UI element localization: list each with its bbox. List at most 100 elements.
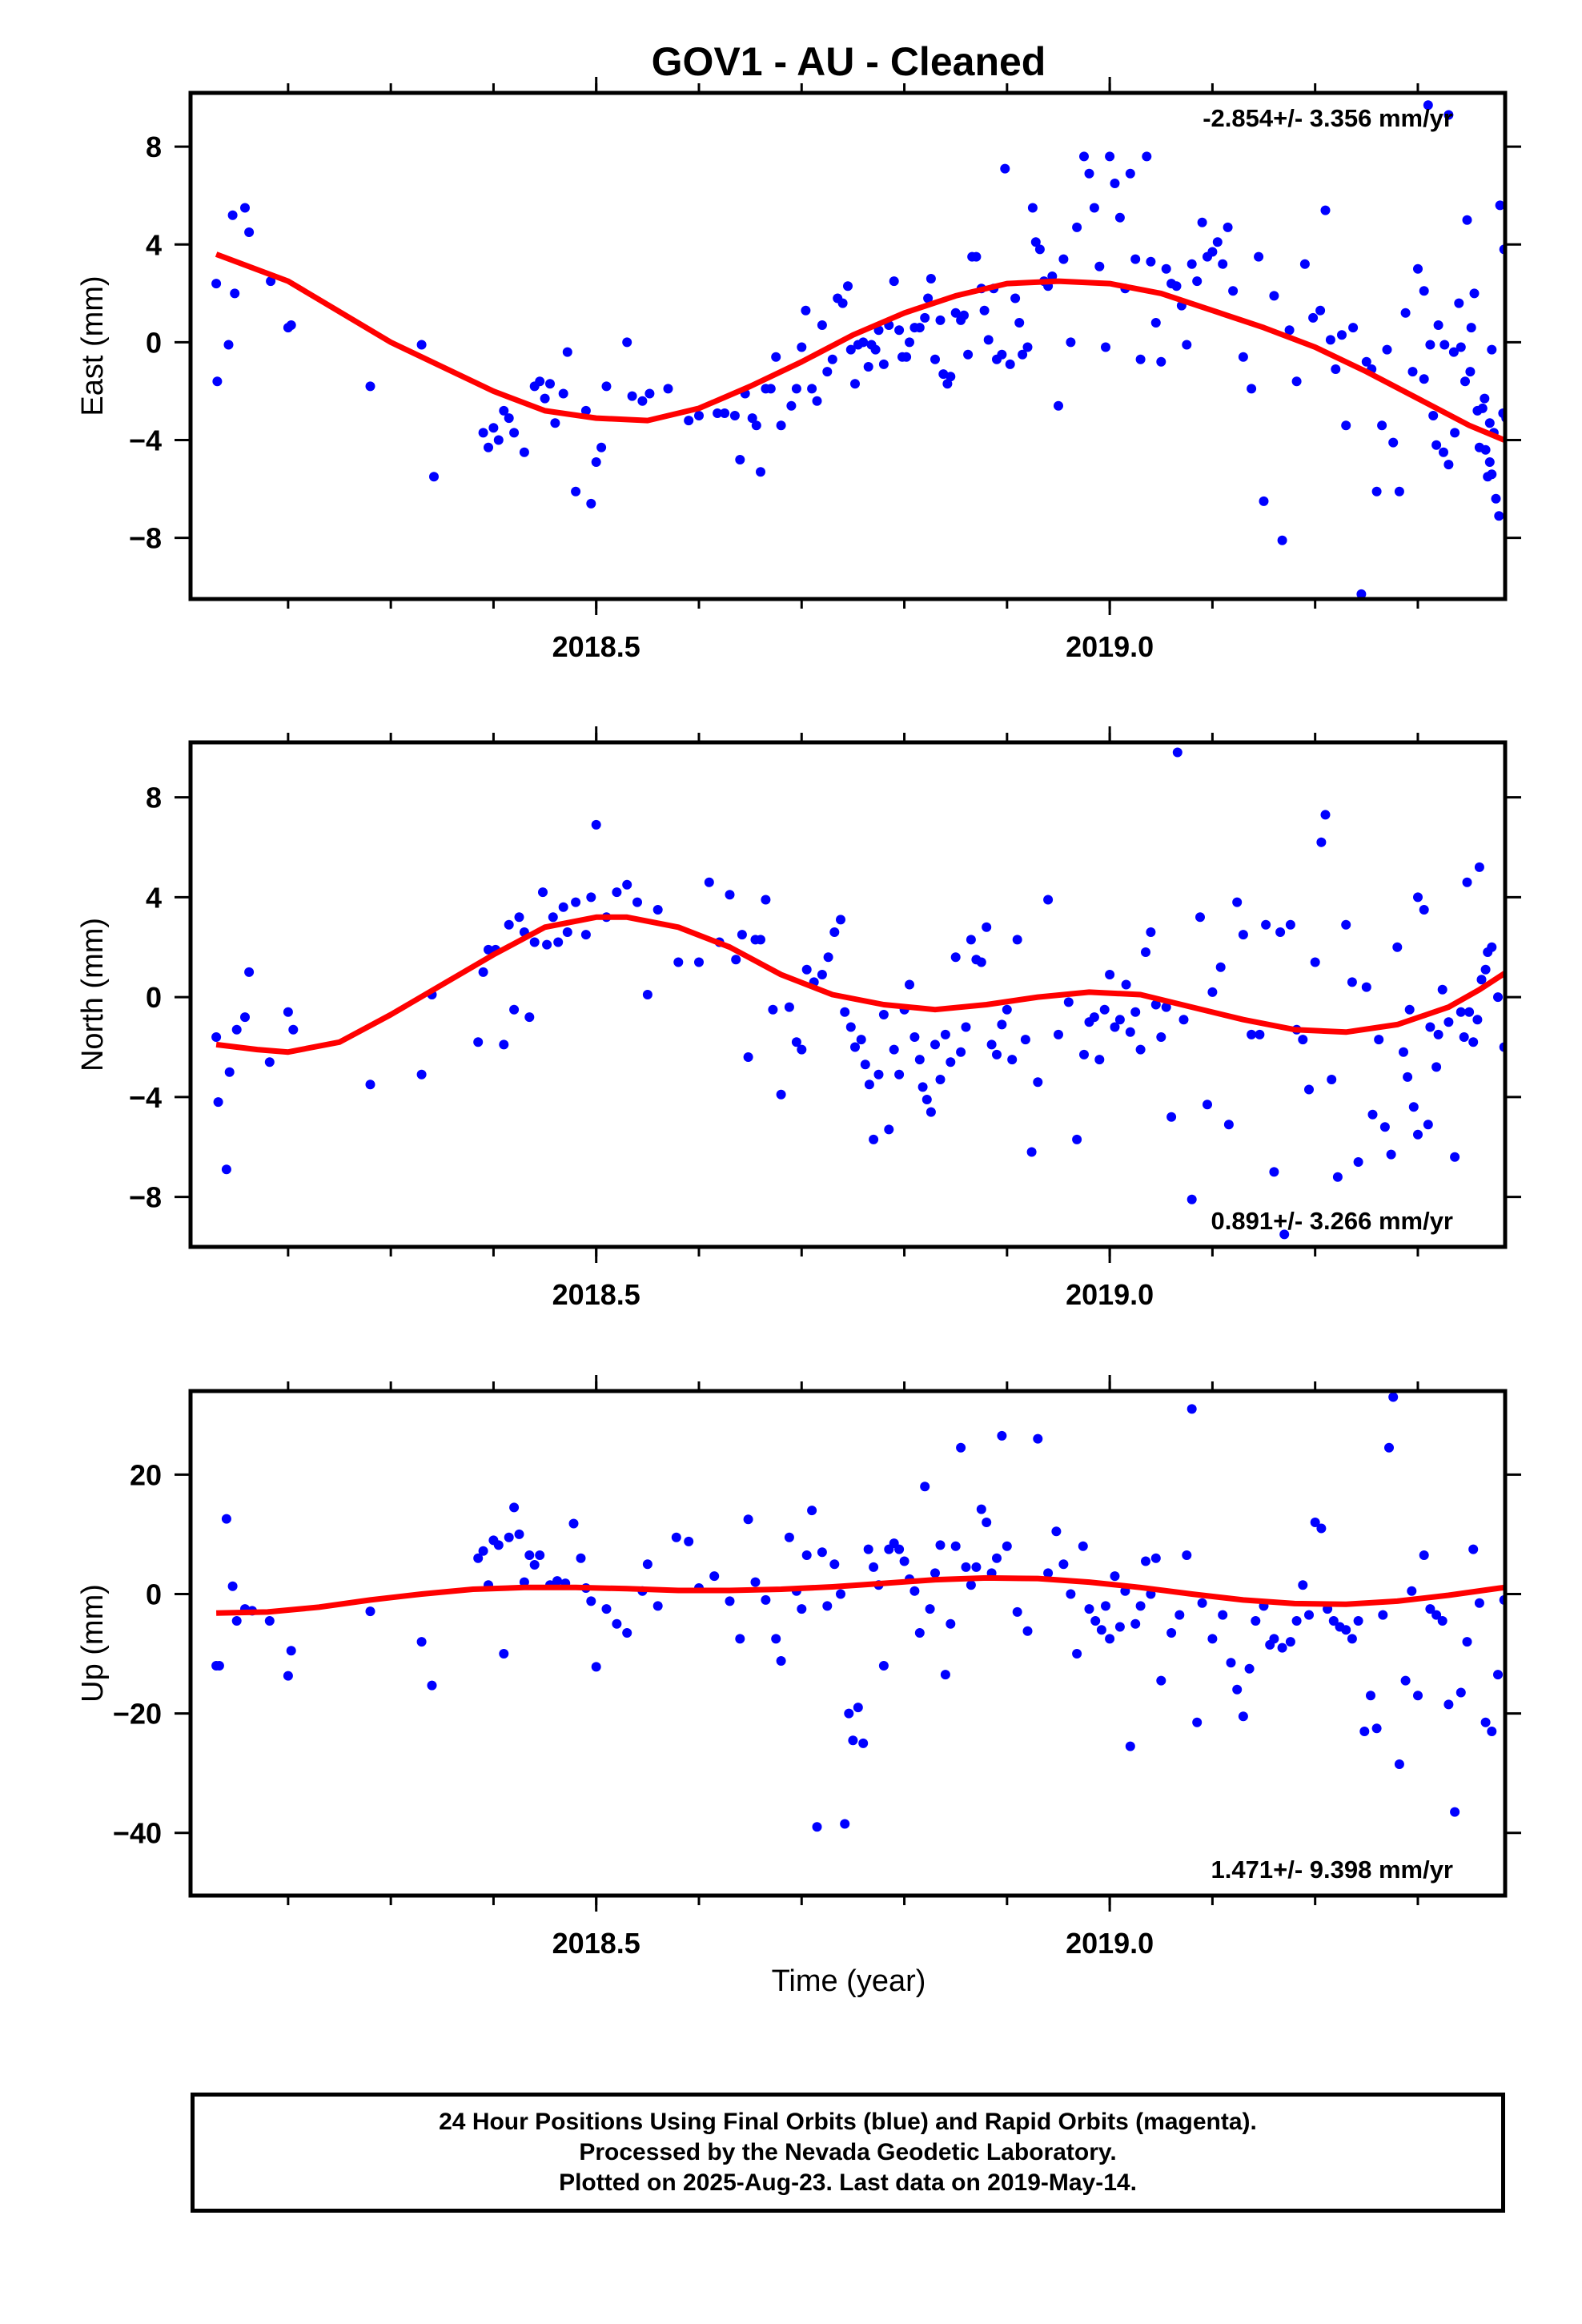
- data-point: [1238, 352, 1248, 362]
- data-point: [917, 1082, 928, 1092]
- data-point: [889, 1044, 899, 1055]
- data-point: [817, 970, 827, 979]
- data-point: [1121, 979, 1131, 990]
- data-point: [925, 1604, 935, 1614]
- data-point: [1356, 589, 1367, 599]
- data-point: [365, 381, 375, 392]
- data-point: [1480, 393, 1490, 404]
- data-point: [1468, 1544, 1479, 1554]
- data-point: [812, 1822, 822, 1832]
- data-point: [1259, 496, 1269, 506]
- data-point: [1437, 1616, 1447, 1626]
- data-point: [429, 472, 439, 482]
- data-point: [863, 1544, 873, 1554]
- data-point: [982, 922, 992, 932]
- data-point: [935, 1075, 946, 1084]
- x-tick-label: 2018.5: [552, 1278, 640, 1311]
- data-point: [535, 376, 545, 387]
- data-point: [529, 1560, 540, 1570]
- data-point: [1425, 340, 1435, 350]
- data-point: [568, 1518, 579, 1529]
- data-point: [1480, 1717, 1491, 1727]
- data-point: [776, 420, 786, 431]
- data-point: [1178, 1015, 1189, 1025]
- data-point: [545, 379, 555, 389]
- data-point: [244, 967, 255, 977]
- data-point: [1382, 344, 1392, 355]
- data-point: [1114, 1015, 1125, 1025]
- data-point: [622, 1628, 632, 1638]
- data-point: [914, 1628, 925, 1638]
- data-point: [1135, 354, 1146, 364]
- data-point: [1298, 1035, 1308, 1045]
- data-point: [504, 919, 514, 930]
- data-point: [1341, 919, 1351, 930]
- data-point: [822, 1601, 833, 1611]
- data-point: [920, 312, 930, 323]
- y-tick-label: 0: [146, 1578, 162, 1610]
- data-point: [473, 1037, 484, 1047]
- data-point: [1089, 1012, 1099, 1023]
- data-point: [1361, 356, 1371, 367]
- data-point: [266, 276, 276, 287]
- data-point: [791, 384, 801, 394]
- data-point: [540, 393, 550, 404]
- data-point: [884, 1124, 894, 1135]
- data-point: [1130, 1618, 1141, 1629]
- data-point: [221, 1164, 231, 1175]
- data-point: [1431, 1610, 1442, 1620]
- data-point: [1000, 163, 1010, 174]
- data-point: [901, 352, 912, 362]
- data-point: [786, 400, 797, 411]
- panel-1: 2018.5 2019.0 −8 −4 0 4 8 East (mm) -2.854+/- 3.…: [76, 77, 1521, 663]
- data-point: [1033, 1077, 1043, 1088]
- data-point: [1524, 1682, 1534, 1691]
- footer-line-1: 24 Hour Positions Using Final Orbits (bl…: [439, 2109, 1257, 2135]
- data-point: [427, 1680, 437, 1691]
- data-point: [784, 1532, 794, 1542]
- data-point: [1419, 286, 1429, 296]
- data-point: [571, 486, 581, 497]
- data-point: [982, 1518, 992, 1527]
- data-point: [1347, 1634, 1357, 1644]
- data-point: [869, 1562, 879, 1572]
- data-point: [963, 349, 974, 360]
- data-point: [1448, 347, 1459, 357]
- data-point: [1439, 447, 1448, 457]
- data-point: [644, 388, 655, 399]
- data-point: [652, 1601, 663, 1611]
- data-point: [1125, 1741, 1135, 1751]
- data-point: [1030, 237, 1041, 247]
- data-point: [1392, 942, 1403, 952]
- data-point: [761, 1594, 771, 1605]
- data-point: [905, 979, 914, 990]
- data-point: [1433, 320, 1443, 330]
- data-point: [1474, 862, 1484, 872]
- data-point: [1320, 205, 1331, 215]
- data-point: [1166, 1628, 1177, 1638]
- y-axis-label: North (mm): [76, 918, 110, 1072]
- data-point: [553, 937, 564, 947]
- data-point: [1130, 1007, 1141, 1017]
- data-point: [829, 1559, 840, 1570]
- data-point: [264, 1616, 275, 1626]
- data-point: [1079, 1049, 1089, 1059]
- data-point: [750, 1577, 761, 1587]
- data-point: [817, 320, 827, 330]
- y-tick-label: 0: [146, 326, 162, 359]
- data-point: [612, 887, 622, 898]
- data-point: [562, 927, 572, 937]
- data-point: [926, 1107, 936, 1117]
- data-point: [1425, 1022, 1435, 1032]
- data-point: [856, 1035, 866, 1045]
- chart-title: GOV1 - AU - Cleaned: [652, 39, 1046, 84]
- y-tick-label: −40: [113, 1817, 162, 1850]
- data-point: [1043, 1568, 1054, 1578]
- data-point: [1110, 1571, 1120, 1582]
- data-point: [725, 1596, 735, 1606]
- data-point: [1161, 263, 1171, 274]
- data-point: [1171, 281, 1182, 292]
- x-tick-label: 2019.0: [1066, 1927, 1154, 1960]
- footer-line-2: Processed by the Nevada Geodetic Laborat…: [579, 2139, 1117, 2165]
- data-point: [1299, 259, 1310, 269]
